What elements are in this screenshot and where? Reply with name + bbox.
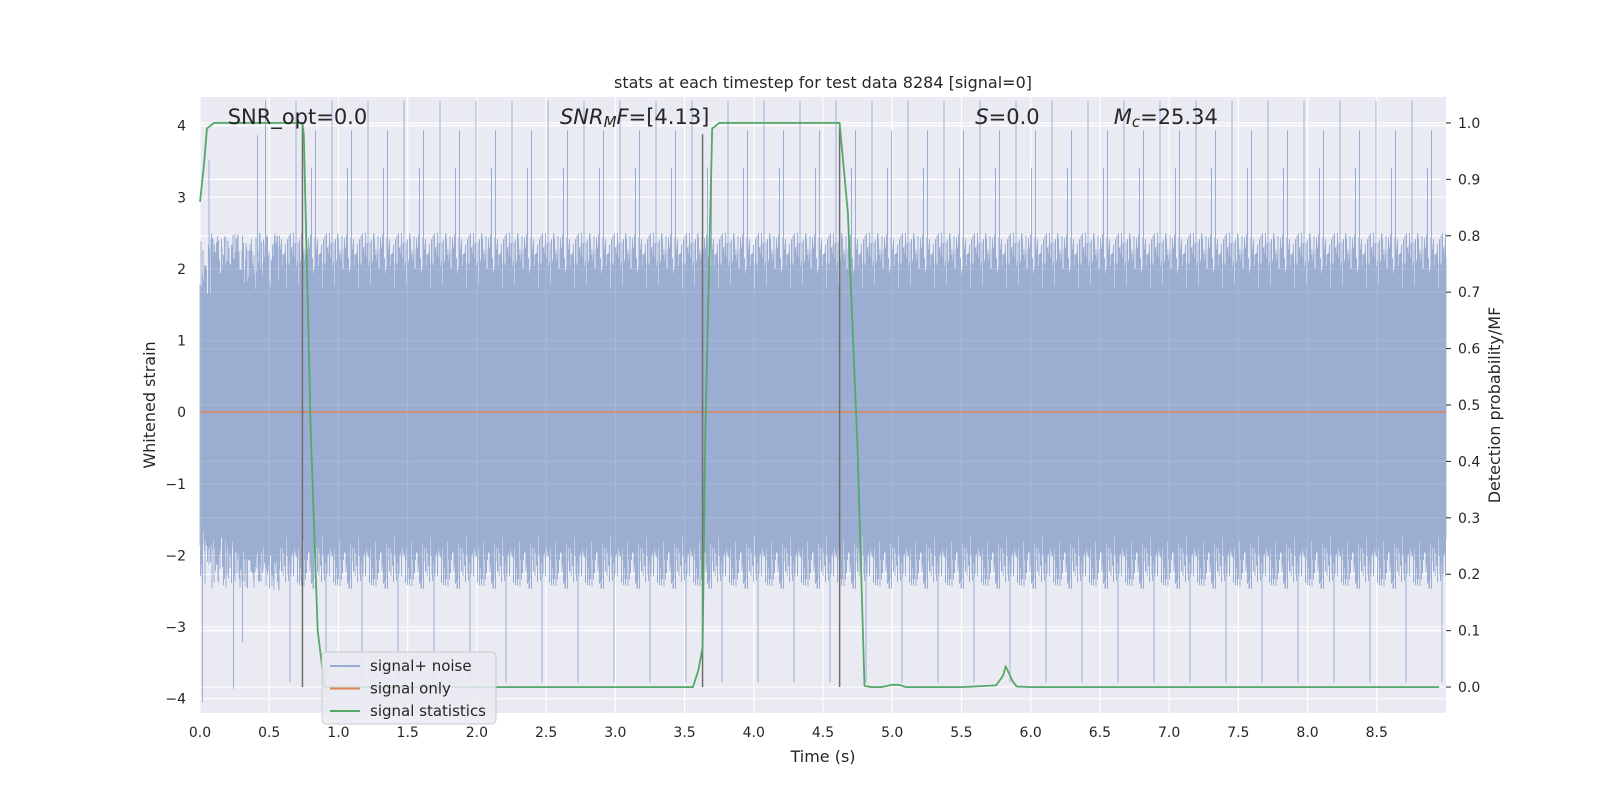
annotations: SNR_opt=0.0 SNRMF=[4.13] S=0.0 Mc=25.34: [228, 105, 1218, 131]
x-tick-label: 8.0: [1296, 725, 1318, 741]
y-tick-label: −3: [165, 620, 186, 636]
legend-label: signal only: [370, 680, 451, 698]
x-tick-label: 7.0: [1158, 725, 1180, 741]
y-tick-label: −1: [165, 477, 186, 493]
y-tick-label: 2: [177, 262, 186, 278]
x-tick-label: 7.5: [1227, 725, 1249, 741]
x-tick-label: 5.5: [950, 725, 972, 741]
legend-label: signal statistics: [370, 702, 486, 720]
annotation-snr-mf: SNRMF=[4.13]: [560, 105, 709, 131]
y-tick-label: 3: [177, 190, 186, 206]
x-tick-label: 4.0: [743, 725, 765, 741]
chart-title: stats at each timestep for test data 828…: [614, 73, 1032, 92]
x-tick-label: 6.0: [1020, 725, 1042, 741]
y2-tick-label: 0.0: [1458, 680, 1480, 696]
x-tick-label: 8.5: [1366, 725, 1388, 741]
y2-tick-label: 0.6: [1458, 342, 1480, 358]
axes: 0.0 0.5 1.0 1.5 2.0 2.5 3.0 3.5 4.0 4.5 5.0 5.5 6.0 6…: [165, 116, 1480, 741]
annotation-chirp-mass: Mc=25.34: [1114, 105, 1218, 131]
y-tick-label: 0: [177, 405, 186, 421]
y2-tick-label: 0.9: [1458, 172, 1480, 188]
x-tick-label: 0.5: [258, 725, 280, 741]
x-tick-label: 0.0: [189, 725, 211, 741]
y2-tick-label: 0.1: [1458, 624, 1480, 640]
x-tick-label: 3.0: [604, 725, 626, 741]
y2-tick-label: 0.5: [1458, 398, 1480, 414]
y-tick-label: −2: [165, 548, 186, 564]
legend: signal+ noise signal only signal statistic…: [321, 651, 497, 725]
x-tick-label: 1.5: [397, 725, 419, 741]
y-axis-label: Whitened strain: [140, 341, 159, 468]
y2-tick-label: 0.4: [1458, 454, 1480, 470]
y-tick-label: −4: [165, 692, 186, 708]
x-tick-label: 2.5: [535, 725, 557, 741]
signal-plus-noise-series: [199, 100, 1447, 703]
y2-axis-label: Detection probability/MF: [1485, 307, 1504, 504]
y-tick-label: 1: [177, 334, 186, 350]
x-tick-label: 2.0: [466, 725, 488, 741]
legend-label: signal+ noise: [370, 657, 472, 675]
annotation-s-value: S=0.0: [975, 105, 1039, 129]
x-tick-label: 5.0: [881, 725, 903, 741]
x-tick-label: 3.5: [673, 725, 695, 741]
y2-tick-label: 0.8: [1458, 229, 1480, 245]
signal-plus-noise-trace: [199, 100, 1447, 703]
y2-tick-label: 0.3: [1458, 511, 1480, 527]
x-tick-label: 1.0: [327, 725, 349, 741]
y2-tick-label: 0.2: [1458, 567, 1480, 583]
series-lines: [199, 122, 1446, 688]
y2-tick-label: 1.0: [1458, 116, 1480, 132]
annotation-snr-opt: SNR_opt=0.0: [228, 105, 368, 130]
y2-tick-label: 0.7: [1458, 285, 1480, 301]
x-tick-label: 4.5: [812, 725, 834, 741]
legend-box: [321, 651, 497, 725]
x-axis-label: Time (s): [789, 747, 855, 766]
x-tick-label: 6.5: [1089, 725, 1111, 741]
y-tick-label: 4: [177, 119, 186, 135]
signal-statistics-line: [199, 122, 1440, 688]
